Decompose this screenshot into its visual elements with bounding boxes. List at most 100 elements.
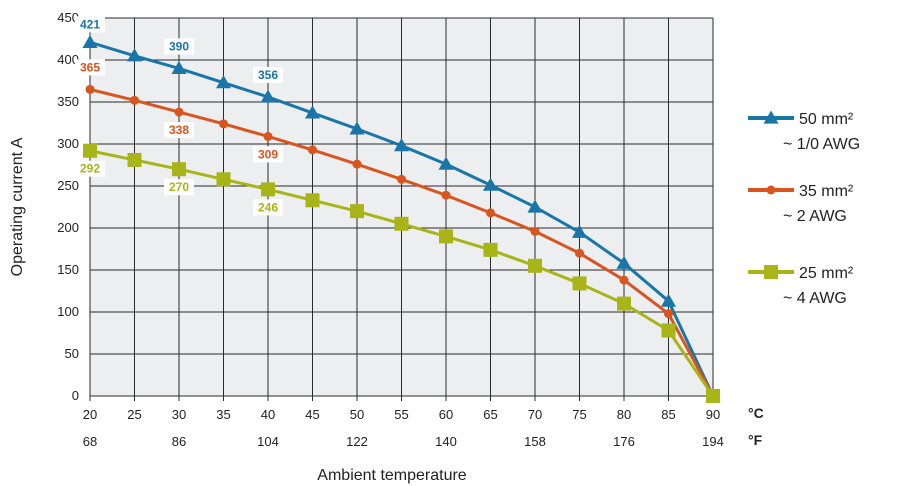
- data-point-35mm: [664, 309, 673, 319]
- data-point-50mm: [216, 75, 231, 89]
- x-tick-label: 85: [661, 407, 675, 422]
- x-secondary-tick-label: 194: [702, 434, 724, 449]
- data-point-35mm: [130, 95, 139, 105]
- data-point-35mm: [352, 159, 362, 169]
- data-point-25mm: [528, 258, 542, 273]
- data-point-50mm: [661, 293, 676, 307]
- legend-label-35mm: 35 mm²: [799, 183, 854, 200]
- data-label-background: [164, 38, 194, 55]
- data-label: 356: [258, 68, 278, 82]
- data-point-35mm: [263, 131, 273, 141]
- y-tick-label: 200: [57, 220, 79, 235]
- x-secondary-tick-label: 104: [257, 434, 279, 449]
- data-label-background: [253, 146, 283, 163]
- data-point-25mm: [127, 152, 142, 167]
- x-secondary-tick-label: 68: [83, 434, 97, 449]
- data-label-background: [253, 66, 283, 83]
- legend-marker-50mm: [763, 110, 779, 124]
- legend-marker-35mm: [766, 185, 776, 195]
- data-label: 270: [169, 180, 189, 194]
- x-tick-label: 35: [216, 407, 230, 422]
- y-axis-title: Operating current A: [9, 137, 26, 276]
- data-point-25mm: [172, 162, 186, 177]
- data-point-35mm: [397, 174, 406, 184]
- data-point-35mm: [85, 84, 95, 94]
- legend-sublabel-50mm: ~ 1/0 AWG: [783, 136, 860, 153]
- y-tick-label: 100: [57, 304, 79, 319]
- data-point-25mm: [394, 216, 409, 231]
- data-label: 309: [258, 147, 278, 161]
- x-tick-label: 60: [439, 407, 453, 422]
- series-markers: [82, 34, 721, 403]
- legend-marker-25mm: [764, 265, 778, 279]
- data-point-50mm: [483, 177, 498, 191]
- data-point-25mm: [216, 172, 231, 187]
- data-label-background: [75, 59, 105, 76]
- x-tick-label: 25: [127, 407, 141, 422]
- data-label: 292: [80, 162, 100, 176]
- data-point-25mm: [261, 182, 275, 197]
- data-label: 246: [258, 200, 278, 214]
- legend-label-25mm: 25 mm²: [799, 265, 854, 282]
- data-point-50mm: [572, 224, 587, 238]
- x-secondary-tick-label: 140: [435, 434, 457, 449]
- y-tick-label: 300: [57, 136, 79, 151]
- x-unit-celsius: °C: [748, 405, 764, 421]
- x-tick-label: 30: [172, 407, 186, 422]
- data-labels: 421 390 356 365 338 309 292 270 246: [75, 16, 283, 216]
- data-point-50mm: [127, 48, 142, 62]
- data-point-35mm: [619, 275, 629, 285]
- y-tick-label: 350: [57, 94, 79, 109]
- y-tick-label: 250: [57, 178, 79, 193]
- data-point-25mm: [572, 276, 587, 291]
- data-point-50mm: [616, 255, 632, 269]
- y-tick-label: 450: [57, 10, 79, 25]
- data-point-25mm: [706, 389, 720, 403]
- x-secondary-tick-label: 158: [524, 434, 546, 449]
- data-label: 365: [80, 60, 100, 74]
- data-point-25mm: [617, 296, 631, 311]
- x-secondary-tick-label: 176: [613, 434, 635, 449]
- data-point-50mm: [305, 105, 320, 119]
- data-point-25mm: [350, 204, 364, 219]
- x-tick-label: 90: [706, 407, 720, 422]
- legend-sublabel-35mm: ~ 2 AWG: [783, 208, 847, 225]
- legend-sublabel-25mm: ~ 4 AWG: [783, 290, 847, 307]
- data-point-50mm: [349, 121, 365, 135]
- y-axis-ticks: 0 50 100 150 200 250 300 350 400 450: [57, 10, 79, 403]
- data-label-background: [253, 199, 283, 216]
- data-point-35mm: [441, 190, 451, 200]
- x-axis-ticks: 20 25 30 35 40 45 50 55 60 65 70 75 80 85 90: [83, 396, 720, 422]
- y-tick-label: 50: [65, 346, 79, 361]
- x-secondary-tick-label: 122: [346, 434, 368, 449]
- data-point-25mm: [439, 229, 453, 244]
- x-unit-fahrenheit: °F: [748, 432, 763, 448]
- data-point-35mm: [530, 226, 540, 236]
- data-label-background: [75, 160, 105, 177]
- data-label: 390: [169, 39, 189, 53]
- x-tick-label: 80: [617, 407, 631, 422]
- legend-label-50mm: 50 mm²: [799, 111, 854, 128]
- data-point-25mm: [483, 242, 498, 257]
- y-tick-label: 0: [72, 388, 79, 403]
- data-point-50mm: [260, 89, 276, 103]
- y-tick-label: 150: [57, 262, 79, 277]
- x-tick-label: 40: [261, 407, 275, 422]
- data-point-25mm: [661, 323, 676, 338]
- data-point-35mm: [486, 208, 495, 218]
- data-point-25mm: [83, 143, 97, 158]
- x-axis-title: Ambient temperature: [317, 467, 467, 484]
- data-point-50mm: [438, 156, 454, 170]
- data-label: 338: [169, 123, 189, 137]
- x-tick-label: 75: [572, 407, 586, 422]
- data-point-35mm: [174, 107, 184, 117]
- x-tick-label: 50: [350, 407, 364, 422]
- data-point-50mm: [394, 138, 409, 152]
- legend: 50 mm² ~ 1/0 AWG 35 mm² ~ 2 AWG 25 mm² ~ 4 AW…: [748, 110, 860, 307]
- data-label-background: [164, 122, 194, 139]
- x-tick-label: 70: [528, 407, 542, 422]
- x-tick-label: 55: [394, 407, 408, 422]
- y-tick-label: 400: [57, 52, 79, 67]
- x-secondary-tick-label: 86: [172, 434, 186, 449]
